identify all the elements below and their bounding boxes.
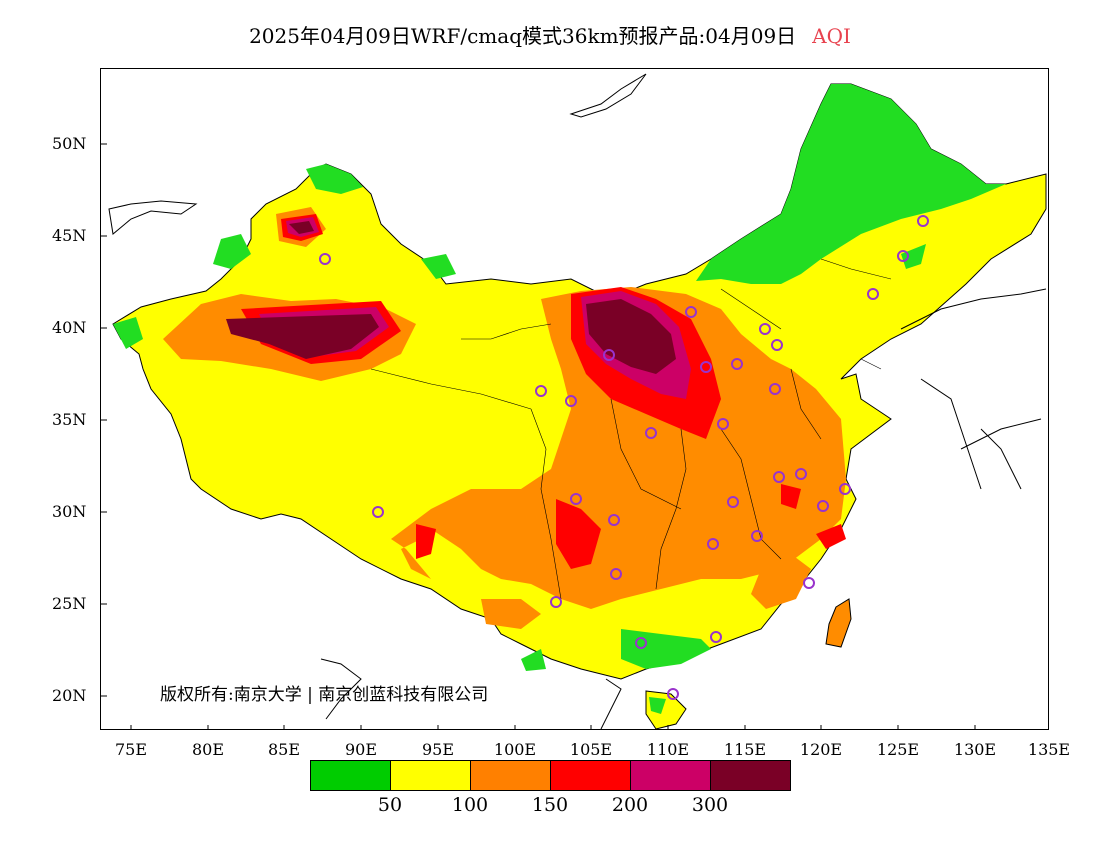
y-axis-label: 20N (52, 686, 87, 705)
city-marker (867, 288, 879, 300)
legend-swatch-good (310, 760, 391, 791)
neighbor-coastlines (108, 73, 1047, 729)
aqi-map (101, 73, 1047, 729)
x-axis-label: 130E (953, 740, 997, 759)
title-variable: AQI (812, 24, 851, 48)
x-axis-label: 110E (646, 740, 690, 759)
x-axis-label: 100E (493, 740, 537, 759)
y-axis-label: 40N (52, 318, 87, 337)
legend-swatch-hazardous (710, 760, 791, 791)
city-marker (727, 496, 739, 508)
y-axis-label: 45N (52, 226, 87, 245)
city-marker (803, 577, 815, 589)
x-axis-label: 115E (723, 740, 767, 759)
x-axis-label: 80E (191, 740, 225, 759)
city-marker (717, 418, 729, 430)
legend-swatch-sensitive (470, 760, 551, 791)
legend-label: 150 (531, 794, 569, 816)
city-marker (667, 688, 679, 700)
city-marker (773, 471, 785, 483)
x-axis-label: 105E (569, 740, 613, 759)
legend-swatch-unhealthy (550, 760, 631, 791)
city-marker (817, 500, 829, 512)
city-marker (685, 306, 697, 318)
legend-label: 100 (451, 794, 489, 816)
axis-ticks (101, 143, 976, 729)
taiwan-island (825, 598, 852, 648)
color-legend (310, 760, 791, 791)
legend-label: 50 (377, 794, 403, 816)
y-axis-label: 25N (52, 594, 87, 613)
province-boundaries (370, 258, 892, 600)
x-axis-label: 95E (421, 740, 455, 759)
city-marker (897, 250, 909, 262)
legend-label: 300 (691, 794, 729, 816)
city-marker (917, 215, 929, 227)
city-marker (635, 637, 647, 649)
city-marker (771, 339, 783, 351)
aqi-zone-hazardous (226, 221, 676, 374)
copyright-text: 版权所有:南京大学 | 南京创蓝科技有限公司 (160, 685, 489, 705)
x-axis-label: 120E (799, 740, 843, 759)
map-title: 2025年04月09日WRF/cmaq模式36km预报产品:04月09日 AQI (0, 20, 1100, 49)
city-marker (610, 568, 622, 580)
city-marker (710, 631, 722, 643)
legend-label: 200 (611, 794, 649, 816)
city-markers (319, 215, 929, 700)
x-axis-label: 125E (876, 740, 920, 759)
x-axis-label: 135E (1027, 740, 1071, 759)
title-main: 2025年04月09日WRF/cmaq模式36km预报产品:04月09日 (249, 24, 797, 48)
city-marker (608, 514, 620, 526)
y-axis-label: 50N (52, 134, 87, 153)
city-marker (759, 323, 771, 335)
city-marker (603, 349, 615, 361)
city-marker (535, 385, 547, 397)
city-marker (839, 483, 851, 495)
legend-swatch-moderate (390, 760, 471, 791)
city-marker (795, 468, 807, 480)
city-marker (319, 253, 331, 265)
city-marker (769, 383, 781, 395)
x-axis-label: 90E (344, 740, 378, 759)
city-marker (707, 538, 719, 550)
city-marker (550, 596, 562, 608)
x-axis-label: 85E (267, 740, 301, 759)
y-axis-label: 35N (52, 410, 87, 429)
city-marker (700, 361, 712, 373)
city-marker (731, 358, 743, 370)
city-marker (570, 493, 582, 505)
map-frame (100, 68, 1049, 730)
legend-swatch-very-unhealthy (630, 760, 711, 791)
city-marker (565, 395, 577, 407)
y-axis-label: 30N (52, 502, 87, 521)
x-axis-label: 75E (114, 740, 148, 759)
city-marker (751, 530, 763, 542)
city-marker (372, 506, 384, 518)
city-marker (645, 427, 657, 439)
